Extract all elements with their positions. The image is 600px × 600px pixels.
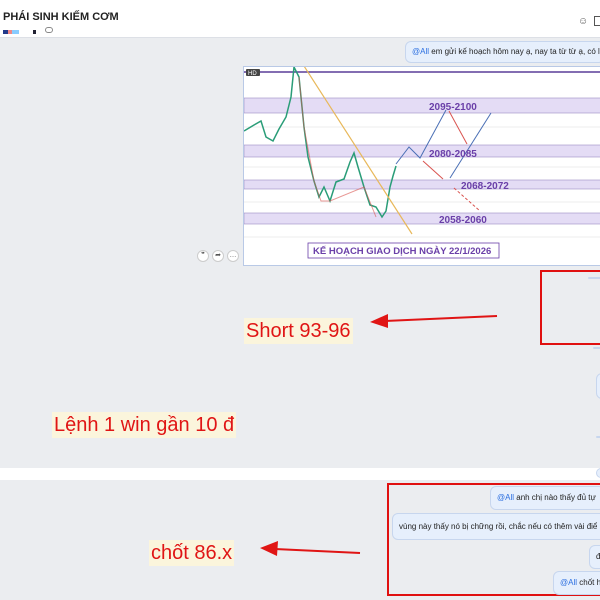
message-text: đ [596,552,600,561]
message-text: anh chị nào thấy đủ tự [514,493,596,502]
message-bubble[interactable]: đ [589,545,600,569]
highlight-box [387,483,600,596]
zone-label: 2068-2072 [461,181,509,192]
plan-title: KẾ HOẠCH GIAO DỊCH NGÀY 22/1/2026 [313,246,491,257]
close-annotation: chốt 86.x [149,540,235,566]
message-bubble[interactable]: @All chốt h [553,571,600,595]
red-arrow [422,160,444,180]
layout-icon[interactable] [594,16,600,26]
message-text: em gửi kế hoạch hôm nay ạ, nay ta từ từ … [429,47,600,56]
red-arrow [448,110,468,145]
zone-label: 2080-2085 [429,149,477,160]
red-dashed-arrow [453,187,481,212]
message-bubble[interactable] [596,468,600,478]
blue-path-arrow [395,109,447,165]
arrow-head [370,314,388,328]
message-bubble[interactable]: @All em gửi kế hoạch hôm nay ạ, nay ta t… [405,41,600,63]
more-icon[interactable]: … [227,250,239,262]
chat-header: PHÁI SINH KIẾM CƠM ☺ [0,0,600,38]
group-title: PHÁI SINH KIẾM CƠM [3,11,119,23]
zone-2058 [244,212,600,225]
comment-icon[interactable] [45,27,53,33]
trading-chart: 2095-2100 2080-2085 2068-2072 2058-2060 … [244,67,600,259]
highlight-box [540,270,600,345]
hd-badge [246,69,260,76]
arrow-head [260,541,278,556]
quote-icon[interactable]: ❞ [197,250,209,262]
mention-all[interactable]: @All [560,578,578,587]
mention-all[interactable]: @All [497,493,515,502]
mention-all[interactable]: @All [412,47,430,56]
win-annotation: Lệnh 1 win gần 10 đ [52,412,237,438]
zone-2095 [244,97,600,114]
message-text: vùng này thấy nó bị chững rồi, chắc nếu … [399,522,598,531]
short-annotation: Short 93-96 [244,318,353,344]
member-avatars[interactable] [3,30,19,34]
share-icon[interactable]: ➦ [212,250,224,262]
trend-line [303,67,413,235]
plan-title-box [307,242,500,259]
message-bubble[interactable]: @All anh chị nào thấy đủ tự [490,486,600,510]
message-bubble[interactable]: vùng này thấy nó bị chững rồi, chắc nếu … [392,513,600,540]
zone-2080 [244,144,600,158]
hd-badge-text: HD [248,71,257,77]
message-bubble[interactable] [593,347,600,349]
zone-label: 2058-2060 [439,215,487,226]
zone-2068 [244,179,600,190]
member-avatar[interactable] [33,30,36,34]
zone-label: 2095-2100 [429,102,477,113]
price-series [244,67,397,219]
add-member-icon[interactable]: ☺ [578,16,589,27]
message-text: chốt h [577,578,600,587]
message-bubble[interactable] [596,436,600,438]
price-series-down [298,76,377,218]
chart-image[interactable]: 2095-2100 2080-2085 2068-2072 2058-2060 … [243,66,600,266]
message-bubble[interactable] [588,277,600,279]
blue-arrow [449,112,492,179]
